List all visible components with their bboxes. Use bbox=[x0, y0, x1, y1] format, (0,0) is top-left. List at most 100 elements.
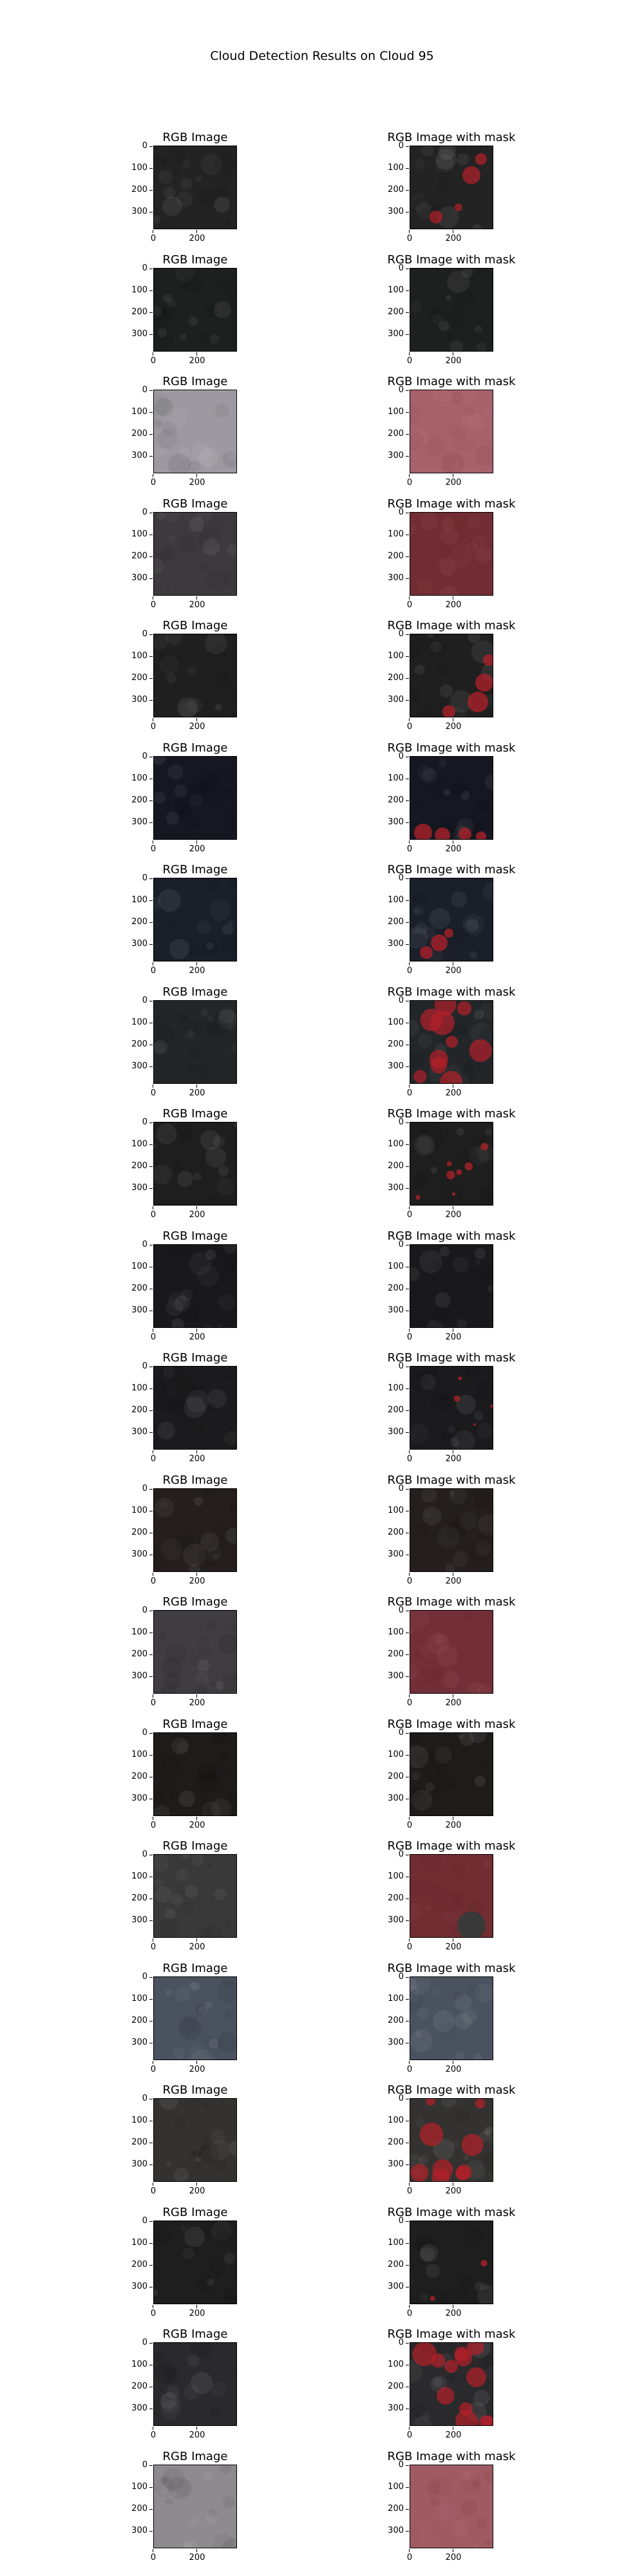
rgb-image-panel: RGB Image 0 100 200 300 0 200 bbox=[118, 2206, 272, 2318]
rgb-image-panel: RGB Image 0 100 200 300 0 200 bbox=[118, 1718, 272, 1830]
cloud-mask-overlay bbox=[413, 1000, 492, 1083]
y-tick-label: 300 bbox=[122, 817, 153, 827]
rgb-image-with-mask-panel: RGB Image with mask 0 100 200 300 0 200 bbox=[374, 2328, 529, 2440]
x-tick-label: 0 bbox=[140, 474, 166, 488]
image-frame bbox=[410, 2220, 493, 2304]
x-tick-label: 0 bbox=[397, 1816, 422, 1830]
y-tick-label: 200 bbox=[378, 2260, 409, 2269]
y-tick-label: 100 bbox=[378, 652, 409, 661]
y-tick-label: 300 bbox=[122, 2160, 153, 2169]
x-tick-label: 0 bbox=[397, 2304, 422, 2318]
satellite-image bbox=[154, 1000, 236, 1083]
y-tick-label: 300 bbox=[378, 1549, 409, 1559]
y-tick-label: 100 bbox=[378, 164, 409, 173]
rgb-image-panel: RGB Image 0 100 200 300 0 200 bbox=[118, 1473, 272, 1586]
y-tick-label: 300 bbox=[122, 1184, 153, 1193]
x-tick-label: 0 bbox=[397, 1084, 422, 1098]
image-frame bbox=[410, 634, 493, 717]
y-tick-label: 100 bbox=[378, 1506, 409, 1515]
satellite-image bbox=[154, 512, 236, 595]
x-tick-label: 200 bbox=[184, 1816, 210, 1830]
image-frame bbox=[410, 1488, 493, 1572]
y-tick-label: 200 bbox=[122, 185, 153, 194]
y-tick-label: 100 bbox=[378, 896, 409, 905]
x-tick-label: 200 bbox=[440, 474, 466, 488]
rgb-image-with-mask-panel: RGB Image with mask 0 100 200 300 0 200 bbox=[374, 985, 529, 1098]
x-tick-label: 0 bbox=[140, 230, 166, 243]
rgb-image-panel: RGB Image 0 100 200 300 0 200 bbox=[118, 131, 272, 243]
y-tick-label: 300 bbox=[378, 940, 409, 949]
panel-title: RGB Image bbox=[162, 741, 228, 755]
panel-title: RGB Image bbox=[162, 1839, 228, 1853]
panel-title: RGB Image bbox=[162, 375, 228, 388]
x-tick-label: 200 bbox=[184, 2548, 210, 2562]
rgb-image-with-mask-panel: RGB Image with mask 0 100 200 300 0 200 bbox=[374, 1840, 529, 1952]
y-tick-label: 300 bbox=[122, 2526, 153, 2535]
cloud-mask-overlay bbox=[414, 823, 486, 839]
satellite-image bbox=[154, 1976, 236, 2060]
masked-satellite-image bbox=[410, 2465, 493, 2548]
rgb-image-with-mask-panel: RGB Image with mask 0 100 200 300 0 200 bbox=[374, 253, 529, 365]
y-tick-label: 200 bbox=[122, 2382, 153, 2391]
satellite-image bbox=[154, 146, 236, 229]
y-tick-label: 200 bbox=[378, 674, 409, 683]
x-tick-label: 200 bbox=[440, 840, 466, 854]
x-tick-label: 200 bbox=[184, 962, 210, 976]
y-tick-label: 200 bbox=[378, 2504, 409, 2514]
masked-satellite-image bbox=[410, 390, 493, 473]
x-tick-label: 0 bbox=[140, 1694, 166, 1708]
masked-satellite-image bbox=[410, 1976, 493, 2060]
satellite-image bbox=[154, 1367, 236, 1449]
y-tick-label: 100 bbox=[378, 1628, 409, 1637]
masked-satellite-image bbox=[410, 1611, 493, 1693]
image-frame bbox=[410, 267, 493, 352]
x-tick-label: 0 bbox=[140, 1450, 166, 1464]
satellite-image bbox=[154, 878, 236, 961]
x-tick-label: 200 bbox=[440, 1206, 466, 1220]
masked-satellite-image bbox=[410, 2343, 493, 2425]
rgb-image-with-mask-panel: RGB Image with mask 0 100 200 300 0 200 bbox=[374, 741, 529, 854]
image-frame bbox=[153, 999, 237, 1084]
image-frame bbox=[153, 1976, 237, 2060]
x-tick-label: 0 bbox=[140, 2060, 166, 2074]
y-tick-label: 0 bbox=[378, 2460, 409, 2470]
y-tick-label: 300 bbox=[122, 1794, 153, 1803]
y-tick-label: 200 bbox=[122, 1162, 153, 1171]
y-tick-label: 300 bbox=[122, 207, 153, 216]
rgb-image-with-mask-panel: RGB Image with mask 0 100 200 300 0 200 bbox=[374, 620, 529, 732]
rgb-image-with-mask-panel: RGB Image with mask 0 100 200 300 0 200 bbox=[374, 1596, 529, 1708]
panel-title: RGB Image with mask bbox=[387, 985, 516, 999]
cloud-mask-overlay bbox=[415, 1142, 489, 1200]
y-tick-label: 0 bbox=[122, 1362, 153, 1371]
rgb-image-with-mask-panel: RGB Image with mask 0 100 200 300 0 200 bbox=[374, 2083, 529, 2196]
y-tick-label: 100 bbox=[122, 1750, 153, 1759]
y-tick-label: 200 bbox=[122, 2504, 153, 2514]
masked-satellite-image bbox=[410, 2099, 493, 2181]
image-frame bbox=[153, 511, 237, 596]
x-tick-label: 0 bbox=[140, 2427, 166, 2440]
x-tick-label: 200 bbox=[440, 2427, 466, 2440]
y-tick-label: 200 bbox=[122, 1528, 153, 1537]
y-tick-label: 300 bbox=[378, 329, 409, 339]
panel-title: RGB Image with mask bbox=[387, 2083, 516, 2097]
x-tick-label: 0 bbox=[397, 2183, 422, 2196]
x-tick-label: 200 bbox=[440, 1938, 466, 1952]
rgb-image-with-mask-panel: RGB Image with mask 0 100 200 300 0 200 bbox=[374, 1108, 529, 1220]
y-tick-label: 0 bbox=[122, 2094, 153, 2103]
y-tick-label: 300 bbox=[378, 2160, 409, 2169]
y-tick-label: 300 bbox=[122, 2404, 153, 2413]
satellite-image bbox=[154, 1611, 236, 1693]
panel-title: RGB Image bbox=[162, 1229, 228, 1243]
satellite-image bbox=[154, 2099, 236, 2181]
rgb-image-with-mask-panel: RGB Image with mask 0 100 200 300 0 200 bbox=[374, 1352, 529, 1464]
image-frame bbox=[410, 1244, 493, 1328]
y-tick-label: 100 bbox=[122, 2116, 153, 2125]
y-tick-label: 200 bbox=[122, 1894, 153, 1903]
y-tick-label: 0 bbox=[122, 1606, 153, 1615]
x-tick-label: 0 bbox=[140, 1572, 166, 1586]
x-tick-label: 200 bbox=[184, 2304, 210, 2318]
panel-title: RGB Image bbox=[162, 1595, 228, 1609]
x-tick-label: 0 bbox=[397, 2548, 422, 2562]
masked-satellite-image bbox=[410, 634, 493, 717]
masked-satellite-image bbox=[410, 1732, 493, 1815]
